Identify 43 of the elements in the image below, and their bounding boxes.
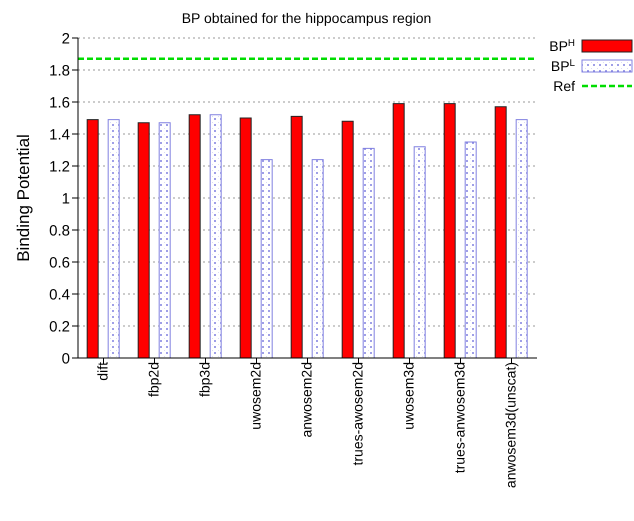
bar (516, 119, 528, 358)
bar (392, 103, 405, 358)
x-tick-label: uwosem3d (400, 362, 416, 430)
y-axis-title: Binding Potential (14, 134, 34, 262)
y-tick-label: 0.2 (49, 318, 70, 336)
bar (240, 118, 252, 358)
x-tick-label: anwosem3d(unscat) (502, 362, 518, 488)
y-tick-label: 0 (62, 350, 70, 368)
bar (494, 106, 507, 358)
bar (312, 159, 324, 358)
x-tick-label: anwosem2d (298, 362, 314, 438)
bar (108, 119, 120, 358)
bar (86, 119, 99, 358)
bar (362, 148, 375, 358)
bar (188, 114, 201, 358)
bar (210, 114, 222, 358)
y-tick-label: 1.6 (49, 94, 70, 112)
y-tick-label: 2 (62, 30, 70, 48)
legend-label: BP$^{L}$ (550, 58, 576, 74)
bar (444, 103, 456, 358)
x-tick-label: trues-awosem2d (349, 362, 366, 466)
bar (464, 142, 477, 358)
bar (290, 116, 303, 358)
x-tick-label: dift (94, 362, 110, 381)
y-tick-label: 0.8 (49, 222, 70, 240)
y-tick-label: 0.6 (49, 254, 70, 272)
y-tick-label: 0.4 (49, 286, 70, 304)
bar (260, 159, 273, 358)
x-tick-label: uwosem2d (247, 362, 264, 430)
x-tick-label: trues-anwosem3d (451, 362, 468, 474)
bar (342, 120, 354, 358)
bar (414, 146, 426, 358)
bar (158, 122, 171, 358)
bar (138, 122, 150, 358)
y-tick-label: 1 (62, 190, 70, 208)
y-tick-label: 1.8 (49, 62, 70, 80)
y-tick-label: 1.4 (49, 126, 70, 144)
legend-label: BP$^{H}$ (549, 38, 575, 54)
chart-title: BP obtained for the hippocampus region (180, 10, 432, 26)
y-tick-label: 1.2 (49, 158, 70, 176)
x-tick-label: fbp2d (145, 362, 162, 398)
legend-label: Ref (553, 78, 576, 94)
x-tick-label: fbp3d (196, 362, 212, 398)
